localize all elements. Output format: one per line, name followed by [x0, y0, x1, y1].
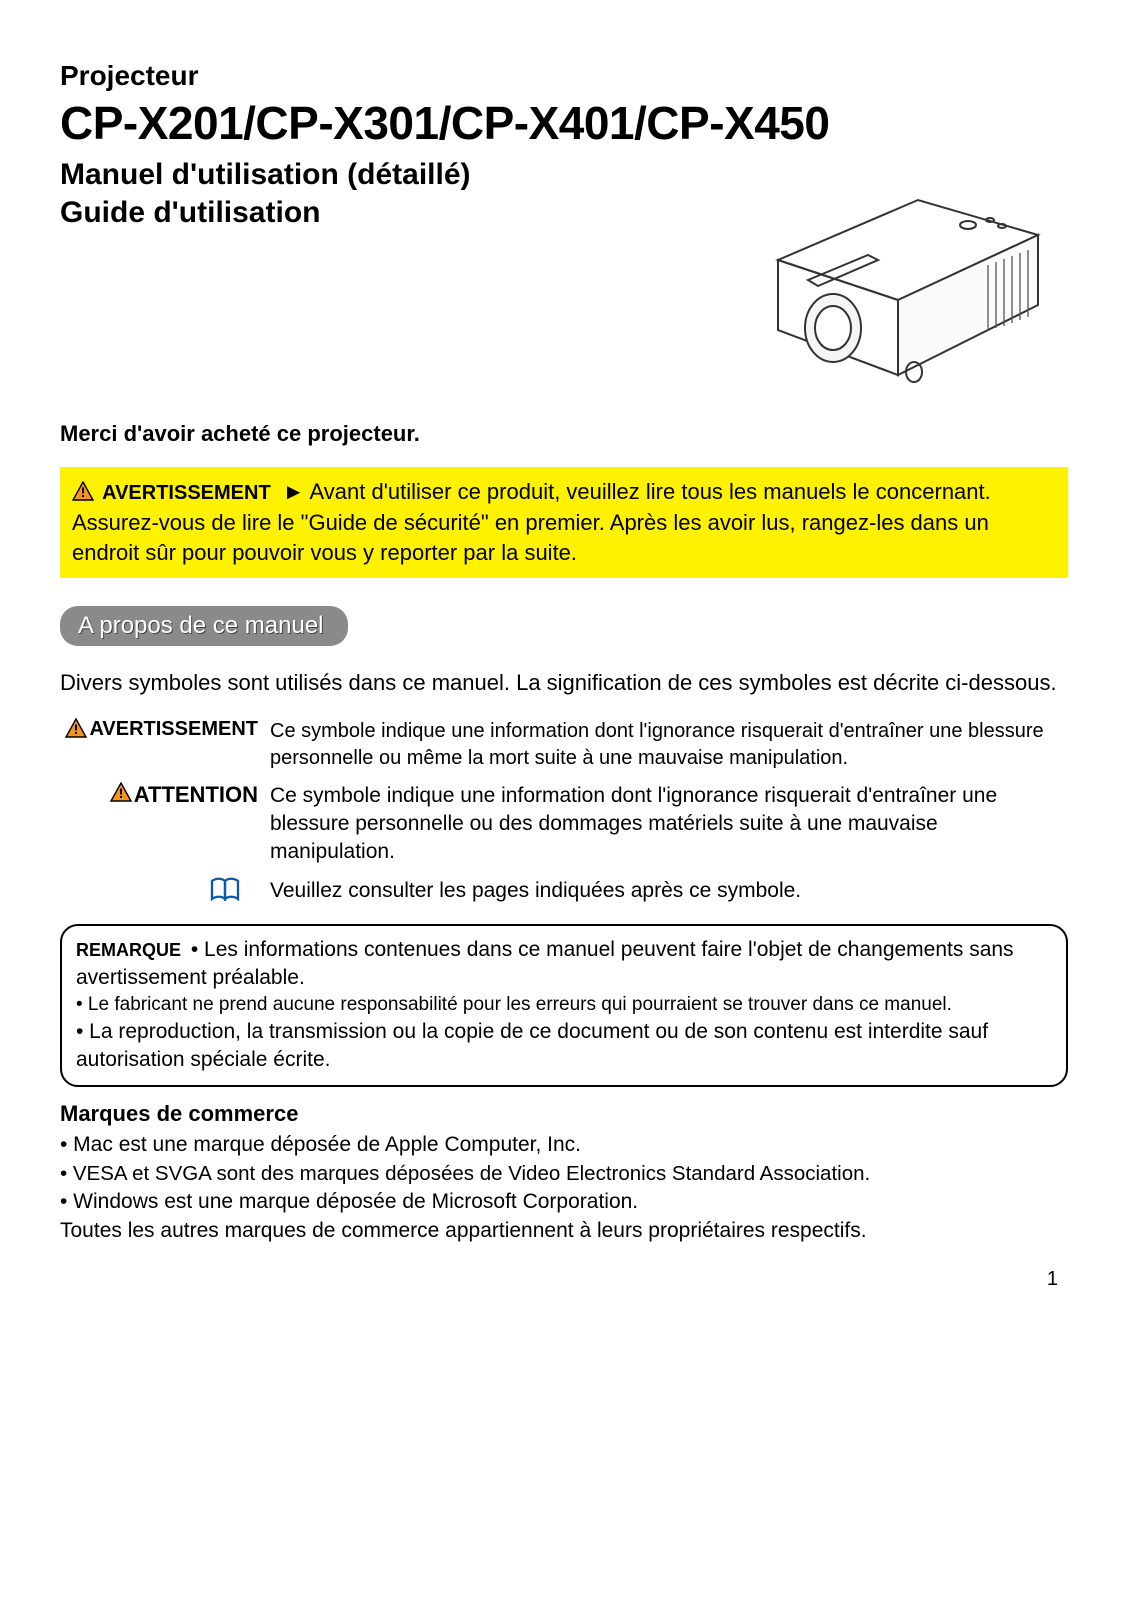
symbol-text-attention: Ce symbole indique une information dont …	[270, 782, 1068, 867]
note-line-3: • La reproduction, la transmission ou la…	[76, 1018, 1052, 1075]
symbol-text-book: Veuillez consulter les pages indiquées a…	[270, 877, 1068, 905]
trademarks-heading: Marques de commerce	[60, 1101, 1068, 1127]
warning-triangle-icon	[72, 479, 94, 509]
note-box: REMARQUE • Les informations contenues da…	[60, 924, 1068, 1087]
symbol-row-attention: ATTENTION Ce symbole indique une informa…	[60, 782, 1068, 867]
projector-illustration	[738, 180, 1058, 390]
page-number: 1	[1047, 1268, 1058, 1291]
trademark-bullet-3: • Windows est une marque déposée de Micr…	[60, 1188, 1068, 1217]
intro-paragraph: Divers symboles sont utilisés dans ce ma…	[60, 668, 1068, 698]
thanks-text: Merci d'avoir acheté ce projecteur.	[60, 421, 1068, 447]
section-chip-about: A propos de ce manuel	[60, 606, 348, 646]
warning-triangle-icon	[65, 718, 87, 743]
symbol-label-avertissement: AVERTISSEMENT	[89, 718, 258, 741]
page-title: CP-X201/CP-X301/CP-X401/CP-X450	[60, 96, 1068, 150]
trademark-footer: Toutes les autres marques de commerce ap…	[60, 1217, 1068, 1246]
symbol-text-avertissement: Ce symbole indique une information dont …	[270, 718, 1068, 772]
note-line-2: • Le fabricant ne prend aucune responsab…	[76, 992, 1052, 1018]
trademark-bullet-1: • Mac est une marque déposée de Apple Co…	[60, 1131, 1068, 1160]
symbol-label-attention: ATTENTION	[134, 782, 258, 808]
warning-label: AVERTISSEMENT	[102, 482, 271, 504]
note-line-1: • Les informations contenues dans ce man…	[76, 938, 1014, 989]
trademark-bullet-2: • VESA et SVGA sont des marques déposées…	[60, 1160, 1068, 1188]
note-label: REMARQUE	[76, 940, 181, 960]
warning-arrow: ►	[283, 479, 305, 504]
symbol-row-book: Veuillez consulter les pages indiquées a…	[60, 877, 1068, 906]
warning-triangle-icon	[110, 782, 132, 807]
symbol-row-avertissement: AVERTISSEMENT Ce symbole indique une inf…	[60, 718, 1068, 772]
book-icon	[210, 877, 240, 906]
overline-label: Projecteur	[60, 60, 1068, 92]
warning-box: AVERTISSEMENT ► Avant d'utiliser ce prod…	[60, 467, 1068, 578]
